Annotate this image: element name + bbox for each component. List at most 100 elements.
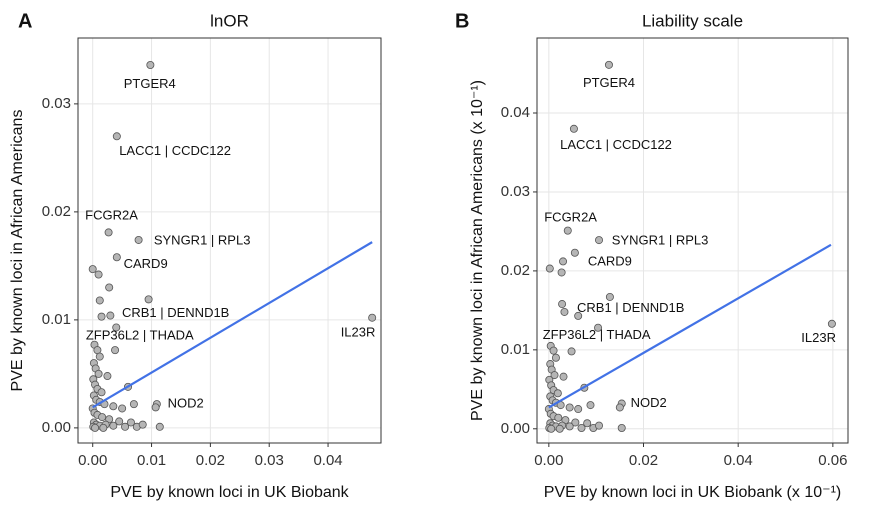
point bbox=[115, 417, 124, 426]
point bbox=[574, 405, 583, 414]
point bbox=[558, 300, 567, 309]
point bbox=[126, 418, 135, 427]
point bbox=[555, 424, 564, 433]
fit-line bbox=[548, 243, 832, 409]
y-tick-label: 0.00 bbox=[501, 420, 530, 437]
plot-background bbox=[78, 38, 381, 443]
annotation: SYNGR1 | RPL3 bbox=[154, 232, 251, 247]
point bbox=[560, 307, 569, 316]
point bbox=[827, 319, 836, 328]
annotation: ZFP36L2 | THADA bbox=[86, 328, 194, 343]
point bbox=[569, 124, 578, 133]
point bbox=[121, 422, 130, 431]
point bbox=[105, 283, 114, 292]
fit-line bbox=[92, 241, 373, 409]
point bbox=[571, 418, 580, 427]
point bbox=[98, 413, 107, 422]
annotation: PTGER4 bbox=[583, 75, 635, 90]
point bbox=[109, 421, 118, 430]
point bbox=[595, 421, 604, 430]
chart-title: Liability scale bbox=[642, 11, 743, 30]
point bbox=[551, 353, 560, 362]
plot-border bbox=[77, 37, 382, 444]
point bbox=[155, 422, 164, 431]
point bbox=[565, 422, 574, 431]
point bbox=[617, 423, 626, 432]
point bbox=[99, 423, 108, 432]
point bbox=[570, 248, 579, 257]
point bbox=[595, 236, 604, 245]
point bbox=[605, 292, 614, 301]
point bbox=[547, 424, 556, 433]
point bbox=[94, 270, 103, 279]
point bbox=[106, 311, 115, 320]
y-tick-label: 0.00 bbox=[42, 419, 71, 436]
point bbox=[565, 403, 574, 412]
point bbox=[95, 352, 104, 361]
annotation: CRB1 | DENND1B bbox=[122, 305, 229, 320]
annotation: SYNGR1 | RPL3 bbox=[612, 232, 709, 247]
plot-background bbox=[537, 38, 848, 443]
y-tick-label: 0.04 bbox=[501, 104, 530, 121]
annotation: FCGR2A bbox=[544, 209, 597, 224]
point bbox=[104, 228, 113, 237]
point bbox=[151, 403, 160, 412]
point bbox=[144, 295, 153, 304]
point bbox=[97, 388, 106, 397]
point bbox=[103, 372, 112, 381]
y-tick-label: 0.02 bbox=[42, 203, 71, 220]
y-axis-label: PVE by known loci in African Americans (… bbox=[469, 80, 486, 421]
point bbox=[574, 311, 583, 320]
point bbox=[604, 60, 613, 69]
annotation: CARD9 bbox=[588, 254, 632, 269]
point bbox=[109, 402, 118, 411]
point bbox=[553, 389, 562, 398]
point bbox=[549, 346, 558, 355]
point bbox=[583, 419, 592, 428]
y-tick-label: 0.03 bbox=[501, 183, 530, 200]
annotation: LACC1 | CCDC122 bbox=[560, 137, 672, 152]
annotation: LACC1 | CCDC122 bbox=[119, 143, 231, 158]
point bbox=[559, 257, 568, 266]
point bbox=[567, 347, 576, 356]
annotation: FCGR2A bbox=[85, 208, 138, 223]
annotation: ZFP36L2 | THADA bbox=[543, 327, 651, 342]
point bbox=[118, 404, 127, 413]
point bbox=[138, 420, 147, 429]
y-tick-label: 0.02 bbox=[501, 262, 530, 279]
x-tick-label: 0.04 bbox=[724, 452, 753, 469]
x-axis-label: PVE by known loci in UK Biobank (x 10⁻¹) bbox=[544, 484, 841, 501]
x-tick-label: 0.03 bbox=[255, 452, 284, 469]
point bbox=[94, 369, 103, 378]
y-tick-label: 0.03 bbox=[42, 95, 71, 112]
point bbox=[111, 346, 120, 355]
panel-label: B bbox=[455, 10, 469, 32]
panel-label: A bbox=[18, 10, 32, 32]
x-tick-label: 0.06 bbox=[818, 452, 847, 469]
point bbox=[112, 323, 121, 332]
point bbox=[88, 265, 97, 274]
point bbox=[586, 401, 595, 410]
point bbox=[97, 312, 106, 321]
point bbox=[559, 372, 568, 381]
x-axis-label: PVE by known loci in UK Biobank bbox=[110, 484, 349, 501]
x-tick-label: 0.02 bbox=[629, 452, 658, 469]
point bbox=[554, 413, 563, 422]
annotation: CARD9 bbox=[124, 256, 168, 271]
point bbox=[615, 403, 624, 412]
point bbox=[134, 235, 143, 244]
y-axis-label: PVE by known loci in African Americans bbox=[9, 110, 26, 392]
chart-title: lnOR bbox=[210, 11, 249, 30]
point bbox=[112, 253, 121, 262]
annotation: IL23R bbox=[801, 330, 836, 345]
point bbox=[129, 400, 138, 409]
x-tick-label: 0.00 bbox=[78, 452, 107, 469]
point bbox=[95, 296, 104, 305]
point bbox=[368, 313, 377, 322]
annotation: NOD2 bbox=[168, 396, 204, 411]
annotation: IL23R bbox=[341, 324, 376, 339]
point bbox=[563, 226, 572, 235]
annotation: NOD2 bbox=[631, 395, 667, 410]
point bbox=[146, 61, 155, 70]
